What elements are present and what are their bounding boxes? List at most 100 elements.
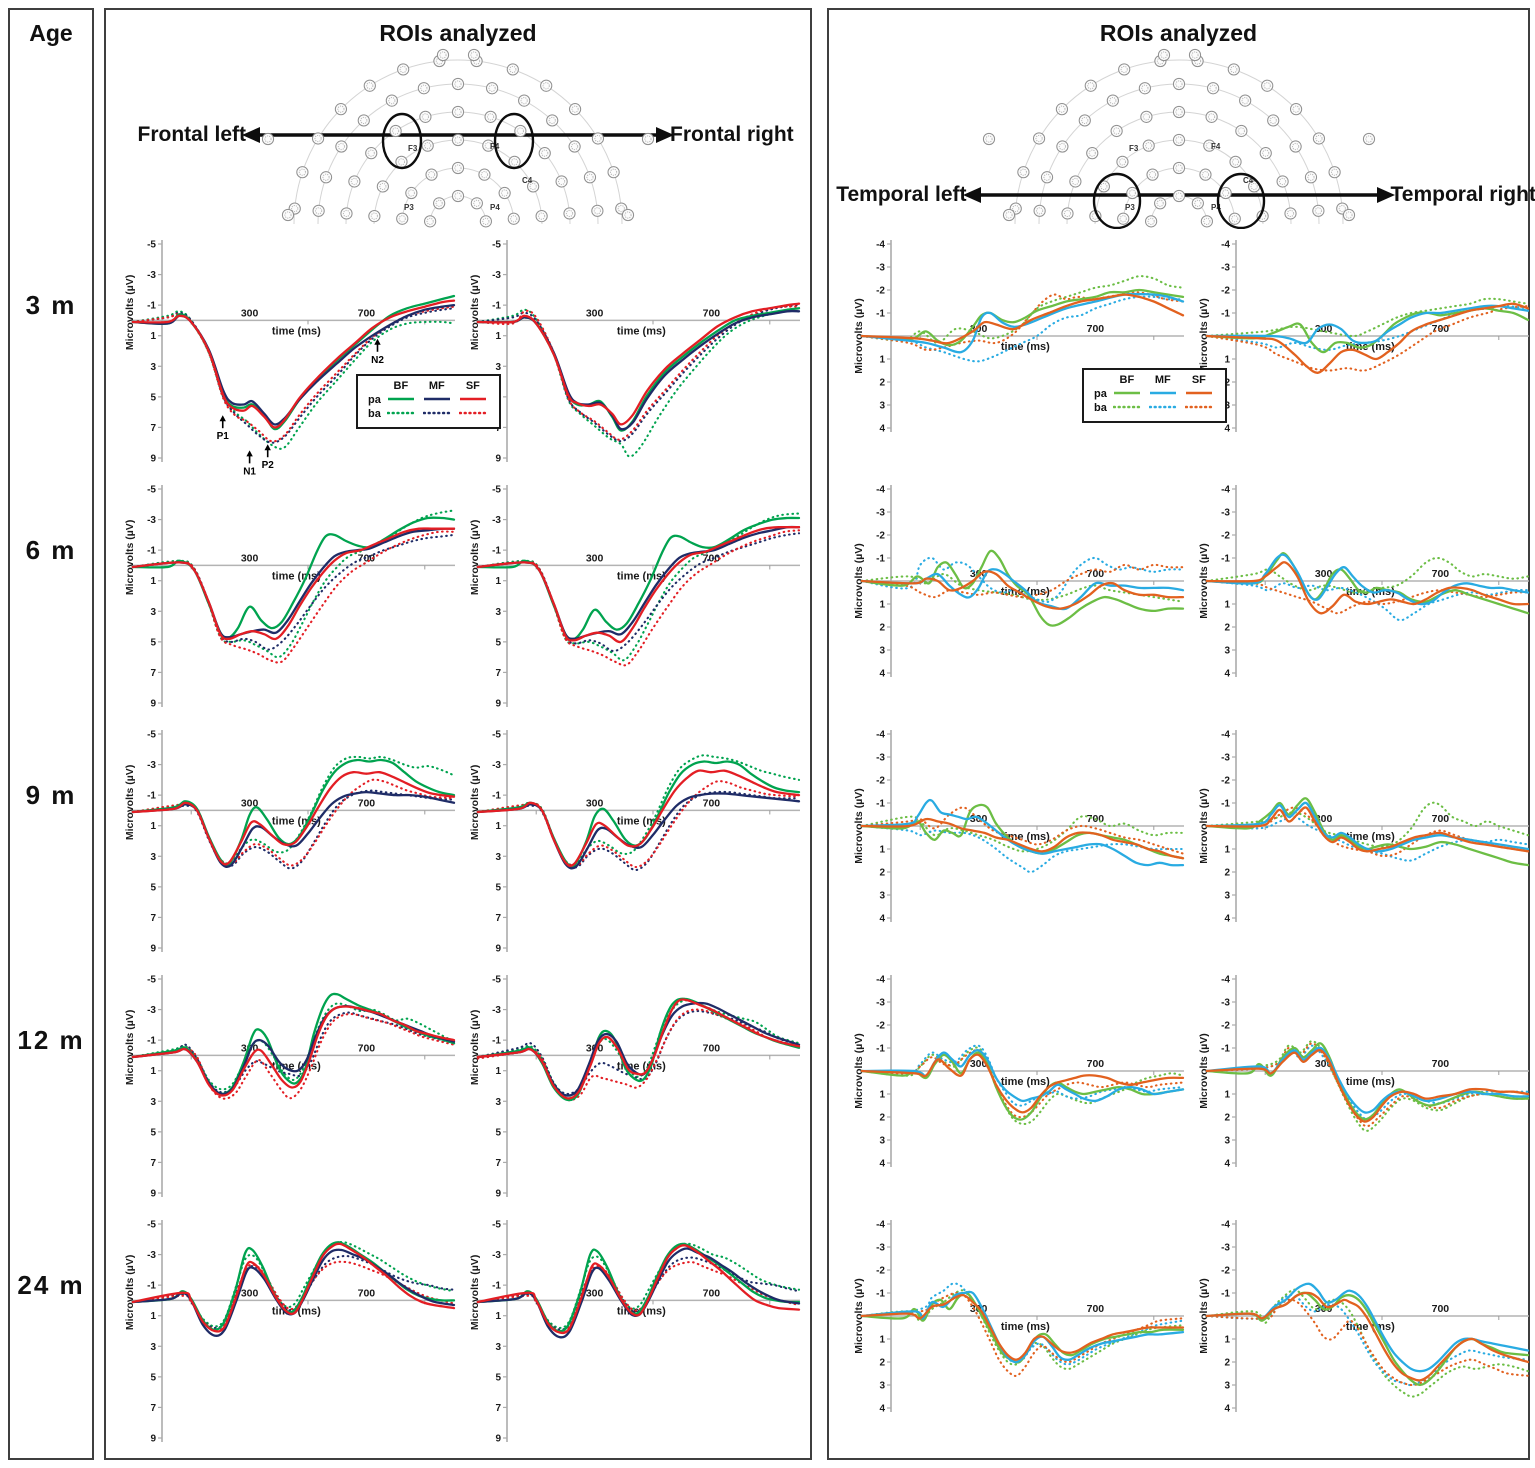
legend-row-pa: pa: [368, 394, 381, 406]
svg-text:F3: F3: [408, 144, 418, 153]
svg-text:9: 9: [150, 944, 156, 955]
svg-text:-5: -5: [147, 975, 156, 986]
erp-plot-temporal-right-3m: -4 -3 -2 -1 1 2 3 4 300 700 time (ms) Microvolts (µ…: [1196, 232, 1532, 477]
svg-text:-2: -2: [1221, 286, 1230, 297]
svg-text:1: 1: [1224, 600, 1230, 611]
svg-text:1: 1: [1224, 1335, 1230, 1346]
svg-text:time (ms): time (ms): [1001, 341, 1050, 353]
svg-text:5: 5: [150, 392, 156, 403]
svg-text:5: 5: [150, 1372, 156, 1383]
svg-text:1: 1: [150, 576, 156, 587]
legend-sample-pa-SF: [459, 397, 486, 401]
svg-text:-3: -3: [1221, 263, 1230, 274]
svg-text:Microvolts (µV): Microvolts (µV): [1198, 298, 1210, 373]
svg-text:2: 2: [1224, 623, 1230, 634]
svg-text:Microvolts (µV): Microvolts (µV): [469, 520, 481, 595]
svg-text:3: 3: [879, 1136, 885, 1147]
svg-text:2: 2: [879, 868, 885, 879]
svg-text:2: 2: [879, 623, 885, 634]
svg-text:700: 700: [703, 307, 721, 319]
temporal-left-roi-label: Temporal left: [836, 183, 967, 206]
svg-text:-5: -5: [492, 485, 501, 496]
svg-text:-3: -3: [1221, 753, 1230, 764]
svg-text:3: 3: [1224, 891, 1230, 902]
svg-text:4: 4: [879, 1159, 885, 1170]
svg-text:-5: -5: [492, 240, 501, 251]
svg-text:300: 300: [586, 307, 604, 319]
svg-text:7: 7: [495, 1403, 501, 1414]
age-label-3m: 3 m: [25, 290, 77, 320]
svg-text:300: 300: [1315, 323, 1333, 335]
svg-text:4: 4: [879, 1404, 885, 1415]
svg-text:3: 3: [150, 852, 156, 863]
svg-text:2: 2: [1224, 1113, 1230, 1124]
erp-plot-temporal-right-24m: -4 -3 -2 -1 1 2 3 4 300 700 time (ms) Microvolts (µ…: [1196, 1212, 1532, 1457]
er p-plot-temporal-right-6m: -4 -3 -2 -1 1 2 3 4 300 700 time (ms) Microvolts (µ…: [1196, 477, 1532, 722]
svg-text:-1: -1: [147, 546, 156, 557]
svg-text:5: 5: [150, 637, 156, 648]
svg-text:-1: -1: [876, 309, 885, 320]
svg-text:700: 700: [1432, 1058, 1450, 1070]
svg-text:-3: -3: [492, 270, 501, 281]
svg-text:1: 1: [1224, 1090, 1230, 1101]
erp-plot-frontal-left-9m: -5 -3 -1 1 3 5 7 9 300 700 time (ms) Microvolts (µV…: [122, 722, 458, 967]
svg-text:N2: N2: [371, 355, 384, 366]
svg-text:300: 300: [241, 1287, 259, 1299]
svg-text:5: 5: [150, 882, 156, 893]
svg-text:-3: -3: [147, 1005, 156, 1016]
svg-text:2: 2: [879, 1358, 885, 1369]
svg-text:-1: -1: [147, 791, 156, 802]
svg-text:1: 1: [150, 331, 156, 342]
svg-text:1: 1: [495, 576, 501, 587]
svg-text:-1: -1: [1221, 799, 1230, 810]
svg-text:-3: -3: [147, 515, 156, 526]
erp-plot-frontal-right-6m: -5 -3 -1 1 3 5 7 9 300 700 time (ms) Microvolts (µV…: [467, 477, 803, 722]
svg-text:-3: -3: [1221, 508, 1230, 519]
svg-text:C4: C4: [1243, 176, 1254, 185]
svg-text:3: 3: [1224, 1136, 1230, 1147]
svg-text:3: 3: [1224, 1381, 1230, 1392]
svg-text:2: 2: [1224, 378, 1230, 389]
svg-text:F3: F3: [1129, 144, 1139, 153]
legend-sample-ba-BF: [386, 411, 416, 415]
svg-text:-3: -3: [876, 753, 885, 764]
svg-text:-4: -4: [1221, 240, 1230, 251]
svg-text:-1: -1: [147, 1036, 156, 1047]
svg-text:2: 2: [1224, 1358, 1230, 1369]
temporal-plots-grid: -4 -3 -2 -1 1 2 3 4 300 700 time (ms) Microvolts (µ…: [851, 232, 1532, 1457]
erp-plot-frontal-right-12m: -5 -3 -1 1 3 5 7 9 300 700 time (ms) Microvolts (µV…: [467, 967, 803, 1212]
svg-text:-4: -4: [1221, 485, 1230, 496]
svg-text:300: 300: [241, 797, 259, 809]
svg-text:3: 3: [495, 852, 501, 863]
svg-text:-1: -1: [876, 554, 885, 565]
svg-text:Microvolts (µV): Microvolts (µV): [124, 1255, 136, 1330]
temporal-panel-title: ROIs analyzed: [1099, 20, 1258, 46]
legend-sample-ba-MF: [422, 411, 452, 415]
age-label-12m: 12 m: [17, 1025, 85, 1055]
legend-sample-ba-SF: [458, 411, 488, 415]
svg-text:700: 700: [1087, 1058, 1105, 1070]
svg-text:1: 1: [1224, 355, 1230, 366]
frontal-panel-title: ROIs analyzed: [379, 20, 537, 46]
svg-text:3: 3: [495, 1097, 501, 1108]
legend-col-BF: BF: [393, 380, 409, 392]
svg-text:1: 1: [495, 821, 501, 832]
svg-text:5: 5: [495, 882, 501, 893]
svg-text:7: 7: [150, 913, 156, 924]
svg-text:300: 300: [241, 307, 259, 319]
svg-text:Microvolts (µV): Microvolts (µV): [124, 765, 136, 840]
svg-text:9: 9: [150, 1189, 156, 1200]
erp-plot-temporal-left-6m: -4 -3 -2 -1 1 2 3 4 300 700 time (ms) Microvolts (µ…: [851, 477, 1187, 722]
svg-text:1: 1: [495, 1066, 501, 1077]
svg-text:9: 9: [150, 1434, 156, 1445]
svg-text:700: 700: [703, 797, 721, 809]
svg-text:-4: -4: [876, 975, 885, 986]
age-label-24m: 24 m: [17, 1270, 85, 1300]
legend-sample-pa-SF: [1185, 391, 1212, 395]
svg-text:-5: -5: [147, 1220, 156, 1231]
erp-plot-temporal-left-3m: -4 -3 -2 -1 1 2 3 4 300 700 time (ms) Microvolts (µ…: [851, 232, 1187, 477]
svg-text:-5: -5: [147, 730, 156, 741]
svg-text:-1: -1: [1221, 554, 1230, 565]
svg-text:-5: -5: [147, 240, 156, 251]
